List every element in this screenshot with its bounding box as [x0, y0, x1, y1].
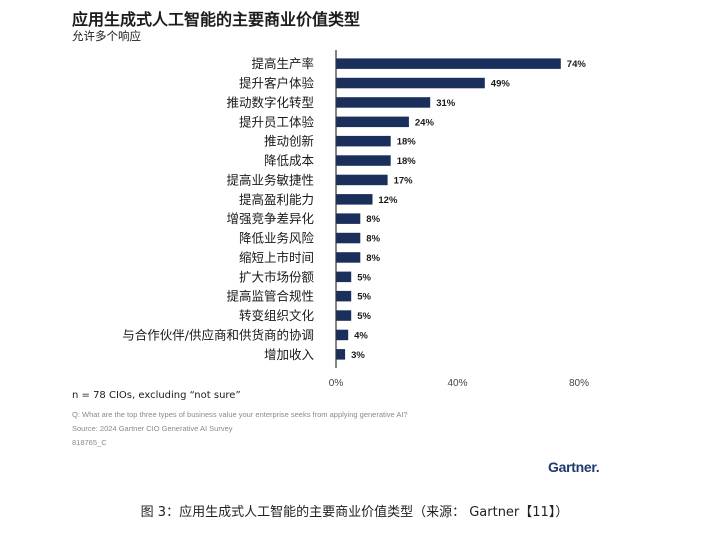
category-label: 缩短上市时间	[239, 250, 314, 265]
bar	[336, 290, 352, 302]
figure-caption: 图 3：应用生成式人工智能的主要商业价值类型（来源： Gartner【11】）	[140, 505, 569, 520]
survey-question: Q: What are the top three types of busin…	[72, 410, 408, 419]
chart-subtitle: 允许多个响应	[72, 29, 141, 43]
bar	[336, 135, 391, 147]
bar	[336, 174, 388, 186]
figure-id: 818765_C	[72, 438, 107, 447]
bar	[336, 252, 361, 263]
data-label: 12%	[378, 195, 398, 206]
bar	[336, 213, 361, 224]
data-label: 31%	[436, 98, 456, 109]
category-label: 降低成本	[264, 153, 315, 168]
gartner-logo: Gartner.	[548, 459, 600, 475]
data-label: 8%	[366, 214, 380, 225]
data-label: 5%	[357, 272, 371, 283]
bar	[336, 310, 352, 321]
category-label: 增强竞争差异化	[226, 211, 314, 226]
category-label: 提高监管合规性	[226, 289, 314, 304]
data-label: 5%	[357, 292, 371, 303]
bar	[336, 271, 352, 283]
bar	[336, 116, 409, 128]
data-label: 8%	[366, 234, 380, 245]
category-label: 提高盈利能力	[239, 192, 314, 207]
bar	[336, 77, 485, 89]
data-label: 18%	[397, 156, 417, 167]
category-label: 推动创新	[264, 134, 314, 149]
category-label: 推动数字化转型	[226, 95, 314, 110]
data-label: 3%	[351, 350, 365, 361]
data-label: 18%	[397, 137, 417, 148]
x-tick-label: 0%	[329, 378, 344, 389]
category-label: 提高生产率	[251, 56, 314, 71]
data-label: 49%	[491, 79, 511, 90]
data-label: 24%	[415, 117, 435, 128]
data-label: 8%	[366, 253, 380, 264]
bar	[336, 155, 391, 166]
data-label: 4%	[354, 330, 368, 341]
bar	[336, 349, 346, 360]
bar	[336, 58, 561, 69]
category-label: 提升客户体验	[239, 76, 315, 91]
source-note: Source: 2024 Gartner CIO Generative AI S…	[72, 424, 233, 433]
data-label: 74%	[567, 59, 587, 70]
category-label: 转变组织文化	[239, 308, 315, 323]
category-label: 增加收入	[264, 347, 315, 362]
data-label: 17%	[394, 175, 414, 186]
bar-chart: 提高生产率 74% 提升客户体验 49% 推动数字化转型 31% 提升员工体验 24% 推动创新…	[122, 50, 589, 389]
category-label: 提高业务敏捷性	[226, 172, 314, 187]
x-tick-label: 40%	[447, 378, 467, 389]
category-label: 与合作伙伴/供应商和供货商的协调	[122, 327, 314, 342]
bar	[336, 194, 373, 205]
data-label: 5%	[357, 311, 371, 322]
bar	[336, 97, 431, 108]
category-label: 提升员工体验	[239, 114, 315, 129]
sample-size-note: n = 78 CIOs, excluding “not sure”	[72, 390, 241, 401]
bar	[336, 329, 349, 341]
category-label: 扩大市场份额	[239, 269, 315, 284]
category-label: 降低业务风险	[239, 231, 315, 246]
bar	[336, 232, 361, 244]
x-tick-label: 80%	[569, 378, 589, 389]
chart-title: 应用生成式人工智能的主要商业价值类型	[72, 10, 361, 29]
